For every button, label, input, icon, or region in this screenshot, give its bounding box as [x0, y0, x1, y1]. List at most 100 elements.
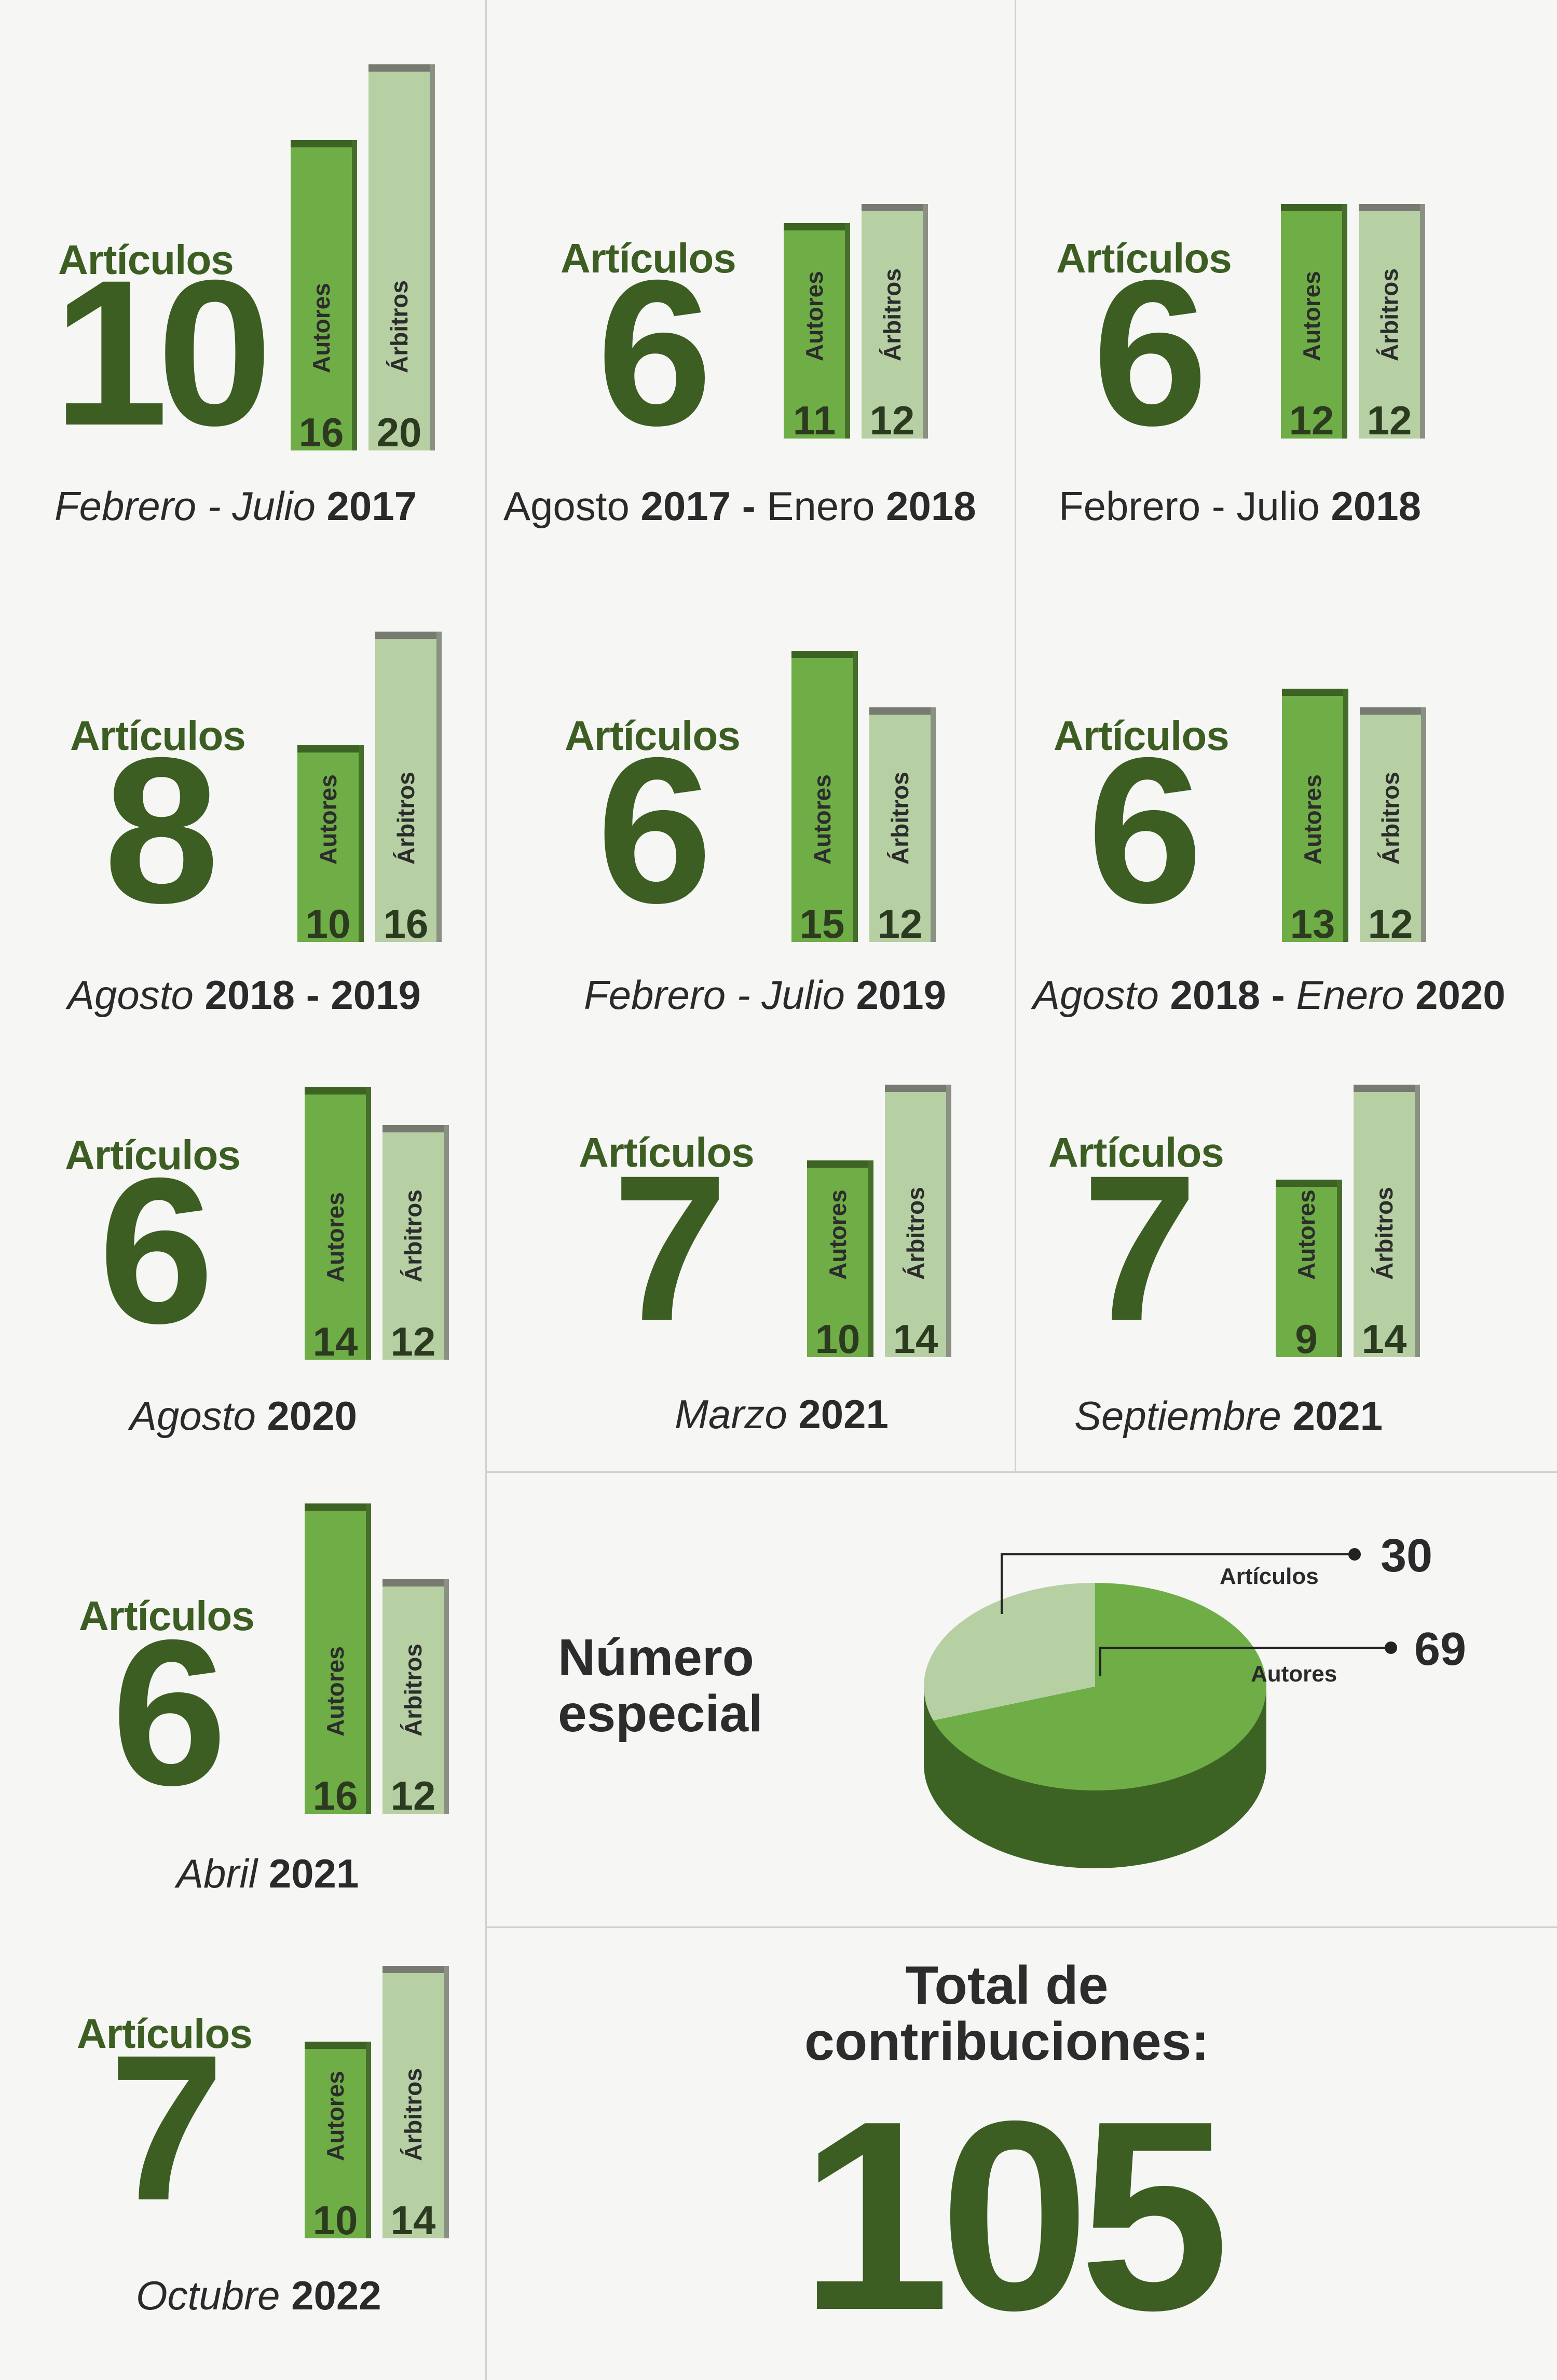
bar-face: [862, 211, 923, 439]
period-part: Enero: [1296, 972, 1416, 1018]
period-part: 2020: [267, 1393, 358, 1439]
bar-value-label: 12: [1289, 398, 1334, 443]
bar-top: [305, 2042, 371, 2049]
special-title-line: Número: [558, 1629, 754, 1687]
bar-side: [931, 707, 936, 942]
bar-value-label: 10: [305, 901, 351, 947]
bar-arbitros: Árbitros 12: [1359, 204, 1425, 443]
bar-side: [444, 1579, 449, 1814]
period-part: 2022: [291, 2273, 381, 2318]
bar-face: [305, 1095, 366, 1360]
bar-face: [791, 658, 853, 942]
bar-arbitros: Árbitros 14: [885, 1085, 951, 1359]
articles-count: 6: [1087, 714, 1203, 946]
special-title: Número especial: [558, 1630, 763, 1742]
bar-category-label: Autores: [801, 271, 828, 361]
bar-autores: Autores 15: [791, 650, 858, 947]
bar-value-label: 12: [1367, 398, 1412, 443]
bar-face: [383, 1586, 444, 1814]
period-part: Agosto: [130, 1393, 267, 1439]
bar-top: [1354, 1085, 1420, 1092]
articles-count: 6: [597, 714, 713, 946]
bar-top: [885, 1085, 951, 1092]
period-part: 2021: [268, 1851, 359, 1896]
bar-value-label: 10: [312, 2197, 358, 2243]
leader-dot: [1348, 1548, 1361, 1561]
divider: [485, 1471, 1557, 1473]
articles-count: 6: [597, 237, 713, 469]
bar-autores: Autores 10: [297, 745, 364, 947]
period-part: Abril: [176, 1851, 269, 1896]
bar-face: [383, 1973, 444, 2238]
bar-top: [1282, 688, 1348, 696]
period-part: 2019: [856, 972, 947, 1018]
bar-face: [291, 147, 352, 450]
bar-category-label: Árbitros: [400, 1644, 427, 1736]
bar-face: [1282, 695, 1343, 942]
bar-category-label: Autores: [824, 1189, 851, 1280]
bar-face: [305, 1511, 366, 1814]
articles-label: Artículos: [70, 713, 246, 759]
bar-category-label: Autores: [1298, 271, 1325, 361]
period-part: Febrero - Julio: [1059, 483, 1331, 529]
bar-top: [383, 1125, 449, 1132]
bar-side: [359, 745, 364, 942]
period-part: 2018: [1331, 483, 1422, 529]
period-part: Agosto: [1033, 972, 1170, 1018]
bar-value-label: 12: [390, 1319, 436, 1364]
bar-value-label: 16: [312, 1773, 358, 1818]
articles-count: 8: [104, 714, 220, 946]
bar-face: [1359, 211, 1420, 439]
bar-category-label: Árbitros: [886, 772, 913, 865]
period-part: 2018: [886, 483, 976, 529]
bar-value-label: 15: [799, 901, 845, 947]
leader-line: [1099, 1647, 1391, 1676]
bar-top: [291, 140, 357, 147]
bar-side: [1415, 1085, 1420, 1357]
bar-top: [375, 632, 442, 639]
bar-autores: Autores 16: [291, 140, 357, 455]
bar-value-label: 12: [877, 901, 923, 947]
bar-side: [366, 1503, 371, 1814]
bar-value-label: 14: [1361, 1316, 1407, 1362]
bar-autores: Autores 13: [1282, 688, 1348, 944]
period-part: 2017: [326, 483, 417, 529]
bar-category-label: Árbitros: [392, 772, 419, 865]
divider: [485, 0, 487, 2380]
bar-category-label: Autores: [322, 1192, 349, 1282]
articles-label: Artículos: [1048, 1129, 1224, 1175]
bar-arbitros: Árbitros 12: [862, 204, 928, 441]
bar-category-label: Árbitros: [1376, 268, 1403, 361]
bar-top: [297, 745, 364, 753]
total-title: Total de contribuciones:: [721, 1958, 1292, 2070]
bar-side: [1421, 707, 1426, 942]
bar-top: [791, 650, 858, 658]
bar-autores: Autores 11: [784, 223, 850, 441]
bar-value-label: 16: [383, 901, 429, 947]
bar-value-label: 16: [298, 409, 344, 455]
articles-count: 10: [53, 237, 272, 469]
articles-label: Artículos: [77, 2010, 253, 2057]
bar-top: [383, 1966, 449, 1973]
special-title-line: especial: [558, 1685, 763, 1743]
bar-autores: Autores 12: [1281, 204, 1347, 443]
period-part: Marzo: [675, 1391, 799, 1437]
pie-slice-articulos: [924, 1583, 1095, 1721]
bar-category-label: Árbitros: [386, 280, 413, 373]
bar-face: [368, 72, 430, 450]
articles-label: Artículos: [565, 713, 741, 759]
bar-face: [383, 1132, 444, 1360]
bar-face: [1360, 715, 1421, 942]
period-part: Agosto: [503, 483, 641, 529]
bar-side: [352, 140, 357, 450]
bar-side: [1342, 204, 1347, 439]
bar-face: [807, 1168, 868, 1357]
total-title-line: Total de: [905, 1955, 1109, 2016]
period-label: Febrero - Julio 2019: [584, 972, 946, 1019]
bar-side: [845, 223, 850, 439]
bar-category-label: Autores: [1293, 1189, 1320, 1280]
period-label: Agosto 2018 - 2019: [67, 972, 421, 1019]
total-title-line: contribuciones:: [804, 2012, 1210, 2072]
bar-category-label: Árbitros: [400, 2068, 427, 2161]
articles-label: Artículos: [65, 1132, 241, 1178]
